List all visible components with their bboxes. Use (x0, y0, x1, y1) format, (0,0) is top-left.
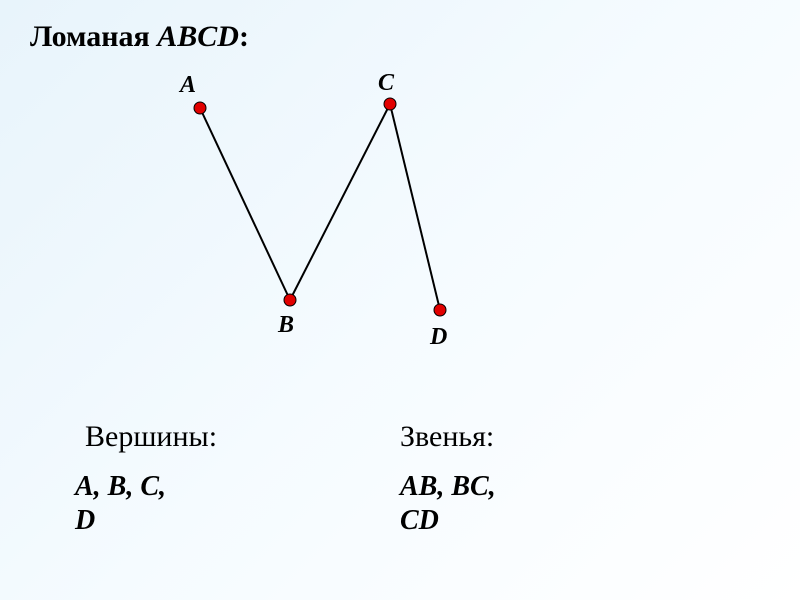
edges-group (200, 104, 440, 310)
vertex-D (434, 304, 446, 316)
vertices-list: A, B, C, D (75, 470, 166, 537)
vertex-A (194, 102, 206, 114)
vertex-label-A: A (180, 72, 196, 99)
vertex-B (284, 294, 296, 306)
vertex-label-B: B (278, 312, 294, 339)
vertices-heading: Вершины: (85, 420, 217, 454)
edges-list-line1: AB, BC, (400, 471, 496, 502)
vertex-C (384, 98, 396, 110)
vertices-list-line2: D (75, 505, 95, 536)
edge-CD (390, 104, 440, 310)
edges-list: AB, BC, CD (400, 470, 496, 537)
edge-BC (290, 104, 390, 300)
vertex-label-C: C (378, 70, 394, 97)
vertices-group (194, 98, 446, 316)
edge-AB (200, 108, 290, 300)
edges-heading: Звенья: (400, 420, 494, 454)
edges-list-line2: CD (400, 505, 439, 536)
vertices-list-line1: A, B, C, (75, 471, 166, 502)
vertex-label-D: D (430, 324, 447, 351)
